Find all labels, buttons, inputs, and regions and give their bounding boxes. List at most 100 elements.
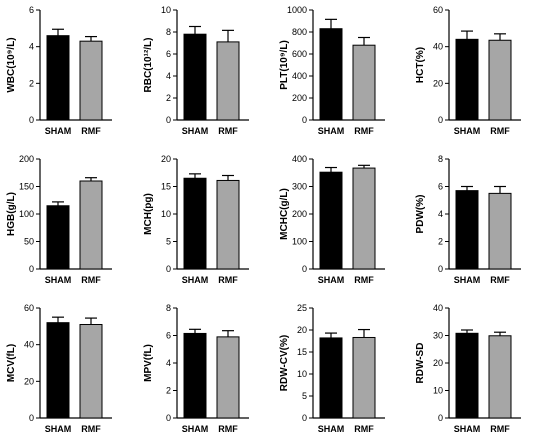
y-tick-label: 10 <box>433 386 443 396</box>
bar-rmf <box>488 192 512 270</box>
y-tick-label: 10 <box>161 209 171 219</box>
y-tick-label: 8 <box>438 154 443 164</box>
chart-panel: RDW-CV(%) 0 5 10 15 20 25 SHAM RMF <box>279 303 385 434</box>
y-tick-label: 30 <box>433 331 443 341</box>
y-tick-label: 20 <box>297 325 307 335</box>
bar-sham <box>183 177 207 270</box>
category-label: RMF <box>354 424 374 434</box>
category-label: SHAM <box>454 275 481 285</box>
y-tick-label: 6 <box>438 182 443 192</box>
y-tick-label: 800 <box>292 27 307 37</box>
y-tick-label: 25 <box>297 303 307 313</box>
y-tick-label: 0 <box>438 115 443 125</box>
y-tick-label: 400 <box>292 71 307 81</box>
chart-panel: RBC(10¹²/L) 0 2 4 6 8 10 SHAM RMF <box>143 5 249 136</box>
bar-rmf <box>79 180 103 270</box>
y-tick-label: 200 <box>19 154 34 164</box>
y-tick-label: 0 <box>166 264 171 274</box>
y-tick-label: 200 <box>292 209 307 219</box>
bar-sham <box>319 28 343 121</box>
category-label: RMF <box>354 275 374 285</box>
y-tick-label: 150 <box>19 182 34 192</box>
y-tick-label: 20 <box>433 78 443 88</box>
bar-sham <box>46 205 70 270</box>
y-tick-label: 200 <box>292 93 307 103</box>
y-tick-label: 0 <box>438 264 443 274</box>
bar-sham <box>319 171 343 270</box>
bar-rmf <box>352 336 376 419</box>
y-tick-label: 15 <box>161 182 171 192</box>
bar-sham <box>183 332 207 419</box>
y-tick-label: 20 <box>161 154 171 164</box>
y-axis-label: MPV(fL) <box>143 344 154 382</box>
y-tick-label: 0 <box>166 413 171 423</box>
bar-sham <box>46 35 70 121</box>
category-label: SHAM <box>318 424 345 434</box>
category-label: SHAM <box>182 275 209 285</box>
y-axis-label: PLT(10⁹/L) <box>279 40 290 90</box>
category-label: RMF <box>218 275 238 285</box>
y-axis-label: MCHC(g/L) <box>279 188 290 240</box>
category-label: SHAM <box>318 275 345 285</box>
y-tick-label: 400 <box>292 154 307 164</box>
bar-rmf <box>216 179 240 270</box>
category-label: SHAM <box>45 126 72 136</box>
y-tick-label: 0 <box>166 115 171 125</box>
bar-sham <box>183 33 207 121</box>
bar-rmf <box>488 39 512 121</box>
chart-panel: HGB(g/L) 0 50 100 150 200 SHAM RMF <box>6 154 112 285</box>
category-label: SHAM <box>45 424 72 434</box>
y-tick-label: 1000 <box>287 5 307 15</box>
category-label: SHAM <box>182 126 209 136</box>
y-tick-label: 2 <box>29 78 34 88</box>
y-tick-label: 600 <box>292 49 307 59</box>
bar-rmf <box>216 41 240 121</box>
category-label: RMF <box>490 424 510 434</box>
y-tick-label: 100 <box>292 237 307 247</box>
bar-sham <box>455 190 479 270</box>
y-tick-label: 40 <box>433 42 443 52</box>
bar-rmf <box>216 336 240 419</box>
bar-rmf <box>488 335 512 419</box>
y-tick-label: 4 <box>166 358 171 368</box>
y-axis-label: MCH(pg) <box>143 193 154 235</box>
category-label: SHAM <box>45 275 72 285</box>
y-tick-label: 10 <box>297 369 307 379</box>
y-tick-label: 4 <box>166 71 171 81</box>
y-tick-label: 4 <box>29 42 34 52</box>
category-label: RMF <box>354 126 374 136</box>
y-tick-label: 15 <box>297 347 307 357</box>
y-tick-label: 50 <box>24 237 34 247</box>
y-tick-label: 6 <box>29 5 34 15</box>
bar-rmf <box>79 40 103 121</box>
y-axis-label: MCV(fL) <box>6 344 17 382</box>
chart-panel: WBC(10⁹/L) 0 2 4 6 SHAM RMF <box>6 5 112 136</box>
y-tick-label: 2 <box>166 386 171 396</box>
bar-sham <box>455 332 479 419</box>
y-tick-label: 8 <box>166 27 171 37</box>
y-tick-label: 6 <box>166 49 171 59</box>
chart-panel: MCV(fL) 0 20 40 60 SHAM RMF <box>6 303 112 434</box>
bar-sham <box>46 322 70 419</box>
bar-sham <box>455 38 479 121</box>
category-label: SHAM <box>454 424 481 434</box>
y-tick-label: 6 <box>166 331 171 341</box>
y-tick-label: 0 <box>302 264 307 274</box>
category-label: RMF <box>81 126 101 136</box>
category-label: RMF <box>81 275 101 285</box>
chart-panel: MPV(fL) 0 2 4 6 8 SHAM RMF <box>143 303 249 434</box>
chart-panel: MCH(pg) 0 5 10 15 20 SHAM RMF <box>143 154 249 285</box>
bar-sham <box>319 337 343 419</box>
y-tick-label: 2 <box>438 237 443 247</box>
category-label: RMF <box>81 424 101 434</box>
chart-panel: RDW-SD 0 10 20 30 40 SHAM RMF <box>415 303 521 434</box>
y-tick-label: 2 <box>166 93 171 103</box>
bar-rmf <box>79 324 103 419</box>
bar-rmf <box>352 44 376 121</box>
y-tick-label: 0 <box>29 264 34 274</box>
y-tick-label: 5 <box>166 237 171 247</box>
y-axis-label: RBC(10¹²/L) <box>143 38 154 93</box>
y-tick-label: 0 <box>29 115 34 125</box>
category-label: RMF <box>218 126 238 136</box>
